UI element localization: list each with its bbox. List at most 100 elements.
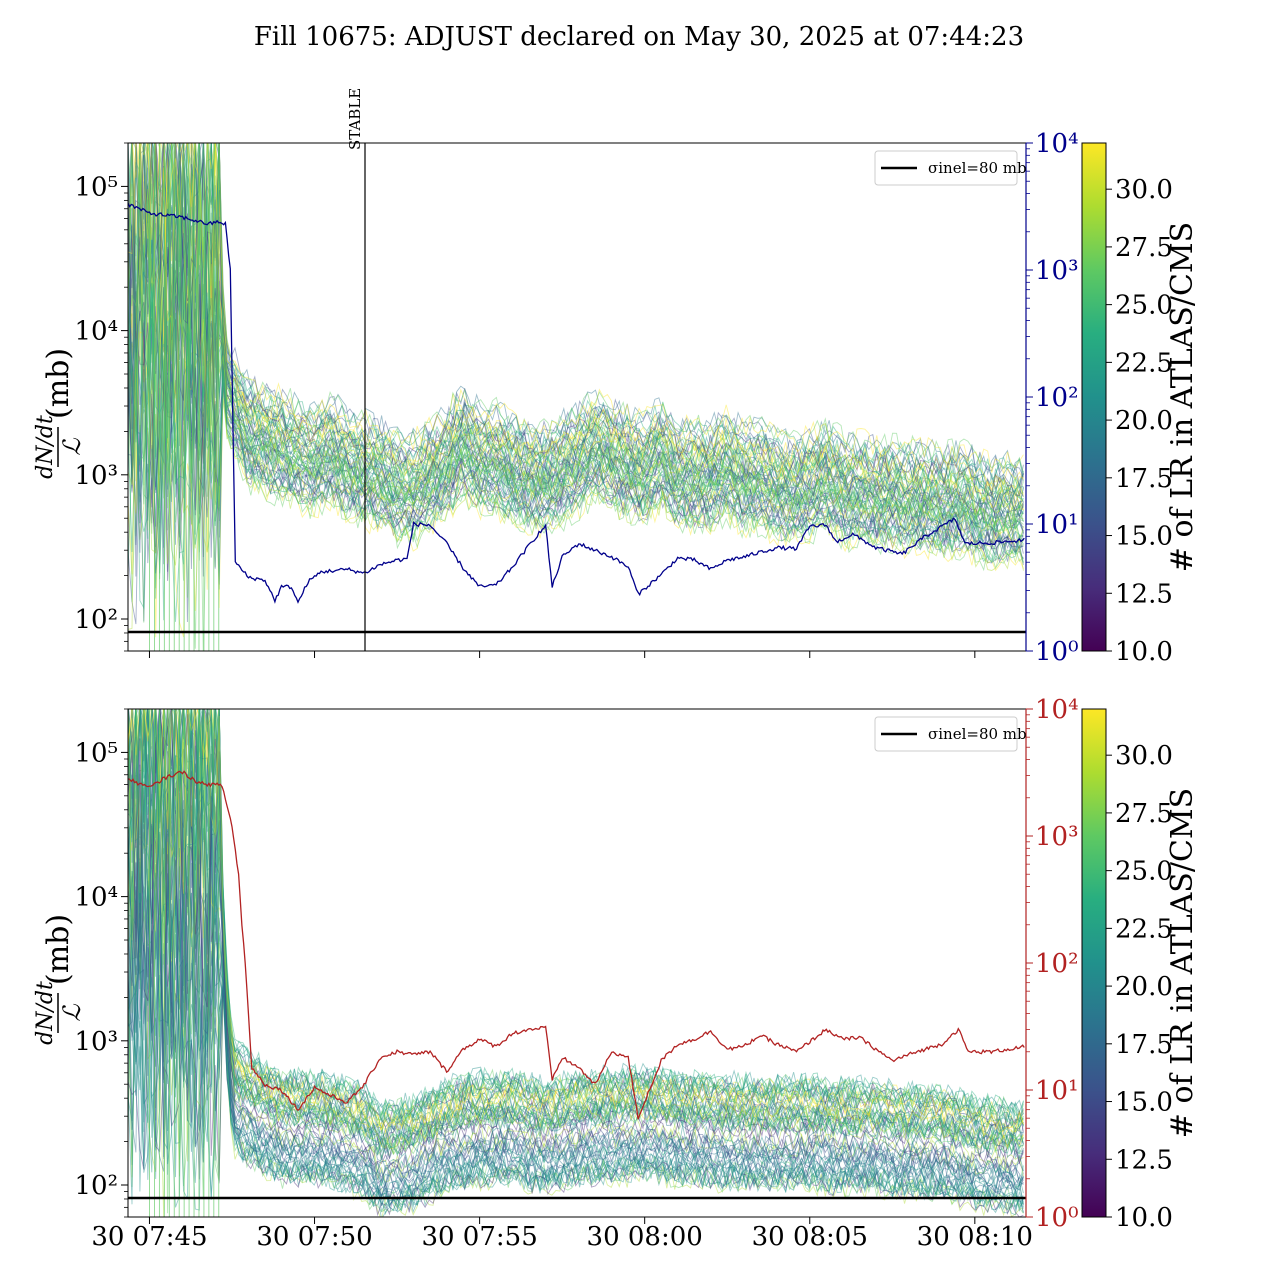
rate-trace bbox=[128, 295, 1024, 623]
rate-trace bbox=[128, 190, 1024, 538]
rate-trace bbox=[139, 143, 1024, 481]
rate-trace bbox=[128, 709, 1024, 1162]
y-tick-label: 10⁴ bbox=[74, 883, 118, 913]
rate-trace bbox=[128, 709, 1024, 1122]
colorbar-tick-label: 25.0 bbox=[1115, 857, 1173, 887]
colorbar-tick-label: 10.0 bbox=[1115, 1203, 1173, 1233]
rate-trace bbox=[128, 709, 1024, 1140]
rate-trace bbox=[128, 143, 1024, 500]
rate-trace bbox=[128, 709, 1024, 1132]
rate-trace bbox=[139, 709, 1024, 1146]
rate-trace bbox=[128, 265, 1024, 585]
rate-trace bbox=[128, 895, 1024, 1217]
rate-trace bbox=[128, 143, 1024, 511]
rate-trace bbox=[128, 709, 1024, 1151]
rate-trace bbox=[128, 143, 1024, 518]
rate-trace bbox=[128, 143, 1024, 511]
bottom-colorbar: 10.0 12.5 15.0 17.5 20.0 22.5 25.0 27.5 30.0 # o… bbox=[1081, 708, 1200, 1233]
rate-trace bbox=[128, 322, 1024, 651]
rate-trace bbox=[128, 155, 1024, 527]
x-tick-label: 30 08:00 bbox=[587, 1222, 703, 1252]
rate-trace bbox=[128, 169, 1024, 532]
rate-trace bbox=[128, 709, 1024, 1133]
rate-trace bbox=[128, 155, 1024, 529]
colorbar-tick-label: 12.5 bbox=[1115, 1145, 1173, 1175]
rate-trace bbox=[131, 709, 1024, 1147]
y-tick-label: 10³ bbox=[74, 461, 118, 491]
bottom-y-axis: 10² 10³ 10⁴ 10⁵ bbox=[74, 708, 128, 1218]
rate-trace bbox=[128, 709, 1024, 1155]
rate-trace bbox=[128, 289, 1024, 625]
rate-trace bbox=[128, 709, 1024, 1124]
x-tick-label: 30 07:50 bbox=[256, 1222, 372, 1252]
rate-trace bbox=[128, 754, 1024, 1187]
rate-trace bbox=[128, 709, 1024, 1162]
rate-trace bbox=[128, 143, 1024, 474]
rate-trace bbox=[128, 868, 1024, 1216]
rate-trace bbox=[131, 143, 1024, 497]
y2-tick-label: 10⁰ bbox=[1035, 637, 1079, 667]
rate-trace bbox=[128, 194, 1024, 540]
rate-trace bbox=[128, 317, 1024, 638]
top-legend-label: σinel=80 mb bbox=[928, 159, 1027, 177]
rate-trace bbox=[128, 709, 1024, 1164]
rate-trace bbox=[128, 788, 1024, 1194]
colorbar-tick-label: 12.5 bbox=[1115, 579, 1173, 609]
x-tick-label: 30 08:10 bbox=[917, 1222, 1033, 1252]
rate-trace bbox=[128, 160, 1024, 534]
rate-trace bbox=[128, 143, 1024, 499]
rate-trace bbox=[128, 709, 1024, 1124]
secondary-series-line bbox=[128, 770, 1025, 1120]
rate-trace bbox=[128, 143, 1024, 511]
rate-trace bbox=[128, 709, 1024, 1154]
rate-trace bbox=[128, 709, 1024, 1134]
rate-trace bbox=[128, 177, 1024, 535]
rate-trace bbox=[128, 143, 1024, 526]
y2-tick-label: 10² bbox=[1035, 949, 1079, 979]
rate-trace bbox=[128, 143, 1024, 508]
rate-trace bbox=[131, 143, 1024, 488]
rate-trace bbox=[128, 283, 1024, 574]
rate-trace bbox=[128, 833, 1024, 1208]
rate-trace bbox=[128, 870, 1024, 1213]
rate-trace bbox=[128, 709, 1024, 1139]
rate-trace bbox=[128, 143, 1024, 523]
top-y2-axis: 10⁰ 10¹ 10² 10³ 10⁴ bbox=[1026, 129, 1079, 667]
rate-trace bbox=[128, 709, 1024, 1151]
rate-trace bbox=[128, 803, 1024, 1188]
colorbar-tick-label: 22.5 bbox=[1115, 348, 1173, 378]
colorbar-tick-label: 20.0 bbox=[1115, 972, 1173, 1002]
rate-trace bbox=[128, 282, 1024, 622]
bottom-legend: σinel=80 mb bbox=[874, 716, 1027, 752]
colorbar-tick-label: 17.5 bbox=[1115, 464, 1173, 494]
rate-trace bbox=[128, 834, 1024, 1205]
rate-trace bbox=[128, 709, 1024, 1146]
rate-trace bbox=[128, 302, 1024, 577]
top-rate-band bbox=[128, 143, 1024, 651]
y2-tick-label: 10² bbox=[1035, 383, 1079, 413]
rate-trace bbox=[128, 873, 1024, 1213]
y-tick-label: 10³ bbox=[74, 1027, 118, 1057]
rate-trace bbox=[128, 143, 1024, 515]
y-tick-label: 10² bbox=[74, 1171, 118, 1201]
rate-trace bbox=[128, 891, 1024, 1213]
rate-trace bbox=[128, 231, 1024, 552]
y-tick-label: 10⁵ bbox=[74, 738, 118, 768]
rate-trace bbox=[128, 143, 1024, 495]
rate-trace bbox=[144, 143, 1024, 476]
top-legend: σinel=80 mb bbox=[874, 150, 1027, 186]
x-tick-label: 30 08:05 bbox=[752, 1222, 868, 1252]
rate-trace bbox=[128, 143, 1024, 520]
y2-tick-label: 10³ bbox=[1035, 822, 1079, 852]
rate-trace bbox=[128, 143, 1024, 510]
rate-trace bbox=[128, 160, 1024, 532]
y2-tick-label: 10⁴ bbox=[1035, 129, 1079, 159]
stable-marker-label: STABLE bbox=[346, 88, 364, 150]
rate-trace bbox=[128, 709, 1024, 1155]
x-tick-label: 30 07:45 bbox=[91, 1222, 207, 1252]
bottom-colorbar-label: # of LR in ATLAS/CMS bbox=[1165, 788, 1200, 1138]
y2-tick-label: 10⁰ bbox=[1035, 1203, 1079, 1233]
rate-trace bbox=[135, 143, 1024, 497]
top-y-label: dN/dt ℒ (mb) bbox=[33, 348, 86, 479]
